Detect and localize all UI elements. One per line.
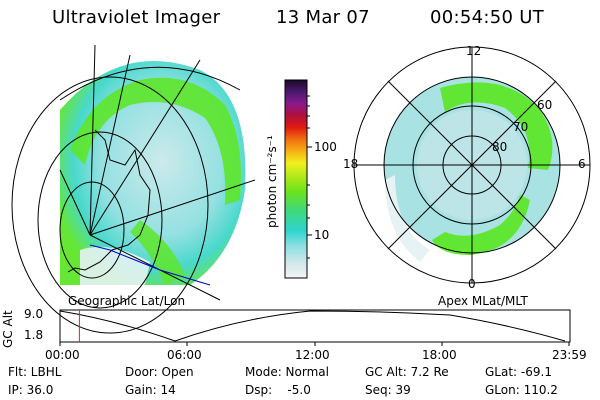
mlt-0-label: 0 [468, 277, 476, 291]
mlat-60-label: 60 [537, 98, 553, 112]
time-label: 00:54:50 UT [430, 7, 545, 28]
cb-minor-ticks [307, 95, 310, 259]
alt-x-tick-2359: 23:59 [552, 348, 587, 362]
mode-status: Mode: Normal [245, 365, 329, 379]
color-bar-scale [284, 79, 308, 279]
polar-plot [353, 46, 591, 284]
glon-status: GLon: 110.2 [485, 383, 558, 397]
geo-coastline-blue [89, 244, 211, 286]
mlat-80-label: 80 [492, 140, 508, 154]
color-bar [284, 79, 312, 279]
geographic-map [11, 44, 256, 334]
dsp-status: Dsp: -5.0 [245, 383, 311, 397]
polar-grid [353, 46, 591, 284]
gain-status: Gain: 14 [125, 383, 176, 397]
polar-panel-label: Apex MLat/MLT [438, 294, 528, 308]
alt-x-tick-1800: 18:00 [422, 348, 457, 362]
alt-x-tick-0600: 06:00 [167, 348, 202, 362]
altitude-plot [59, 309, 571, 346]
alt-y-tick-1.8: 1.8 [24, 328, 44, 342]
alt-x-ticks [59, 342, 570, 346]
alt-plot-frame [59, 309, 571, 343]
polar-dim-arc [385, 175, 430, 262]
ip-status: IP: 36.0 [8, 383, 54, 397]
alt-y-tick-9: 9.0 [24, 307, 44, 321]
geo-aurora-oval [70, 77, 241, 205]
gc-alt-status: GC Alt: 7.2 Re [365, 365, 449, 379]
mlt-6-label: 6 [578, 157, 586, 171]
alt-orbit-curve [59, 310, 566, 342]
alt-x-tick-0000: 00:00 [45, 348, 80, 362]
date-label: 13 Mar 07 [276, 7, 370, 28]
geo-panel-label: Geographic Lat/Lon [68, 294, 186, 308]
polar-aurora-night [432, 195, 530, 255]
polar-aurora-day [440, 82, 553, 170]
mlt-18-label: 18 [343, 157, 359, 171]
cb-unit-label: photon cm⁻²s⁻¹ [265, 135, 279, 228]
geo-coastline [67, 129, 151, 273]
alt-y-label: GC Alt [1, 310, 15, 348]
instrument-title: Ultraviolet Imager [52, 7, 221, 28]
glat-status: GLat: -69.1 [485, 365, 552, 379]
door-status: Door: Open [125, 365, 194, 379]
mlt-12-label: 12 [466, 44, 482, 58]
cb-label-100: 100 [314, 140, 337, 154]
cb-label-10: 10 [314, 228, 330, 242]
filter-status: Flt: LBHL [8, 365, 62, 379]
seq-status: Seq: 39 [365, 383, 411, 397]
alt-x-tick-1200: 12:00 [295, 348, 330, 362]
mlat-70-label: 70 [513, 120, 529, 134]
